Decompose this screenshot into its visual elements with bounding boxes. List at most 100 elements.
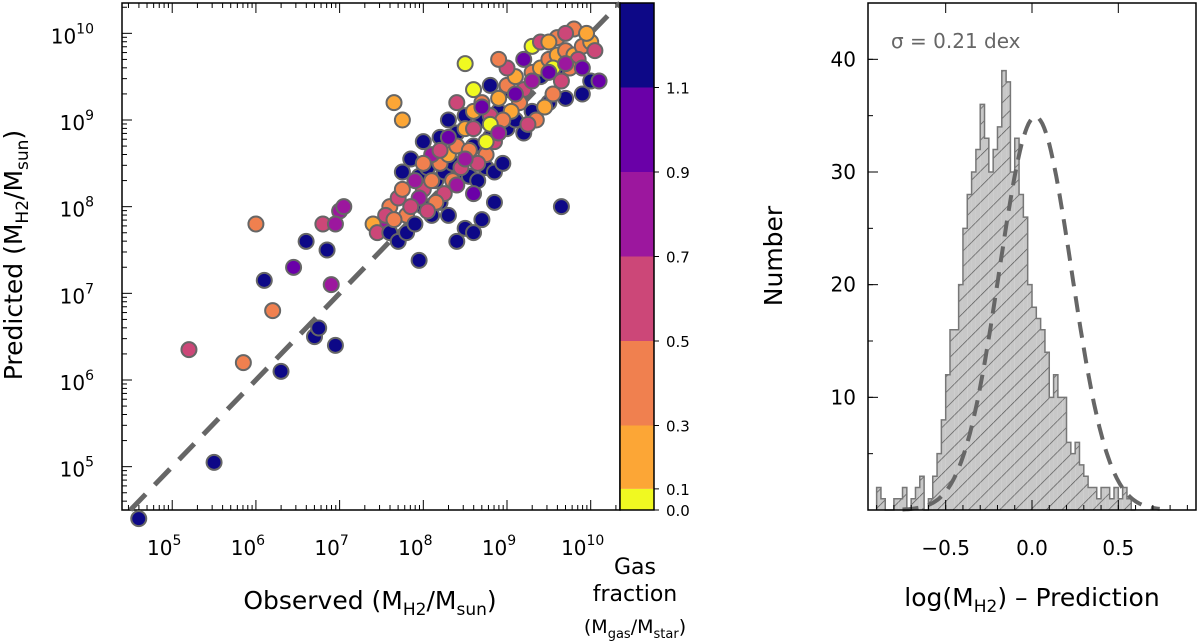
histogram-bar — [1070, 453, 1076, 510]
histogram-bar — [1014, 138, 1020, 510]
histogram-bar — [1083, 476, 1089, 510]
data-point — [297, 232, 315, 250]
data-point — [272, 362, 290, 380]
data-point — [406, 215, 424, 233]
colorbar-band — [620, 256, 654, 341]
hist-y-tick-label: 40 — [831, 47, 856, 71]
data-point — [431, 141, 449, 159]
y-tick-label: 108 — [60, 195, 94, 222]
data-point — [326, 215, 344, 233]
data-point — [573, 85, 591, 103]
data-point — [310, 319, 328, 337]
scatter-x-axis-title: Observed (MH2/Msun) — [243, 586, 496, 620]
histogram-bar — [880, 498, 886, 510]
x-tick-label: 106 — [231, 533, 265, 560]
data-point — [540, 63, 558, 81]
data-point — [573, 59, 591, 77]
histogram-bar — [1053, 374, 1058, 510]
colorbar-band — [620, 341, 654, 426]
histogram-y-axis-title: Number — [759, 205, 788, 306]
histogram-bar — [937, 453, 942, 510]
histogram-x-axis-title: log(MH2) – Prediction — [904, 583, 1159, 617]
data-point — [247, 215, 265, 233]
hist-x-tick-label: 0.5 — [1102, 536, 1134, 560]
histogram-bar — [958, 284, 963, 510]
data-point — [456, 150, 474, 168]
data-point — [552, 72, 570, 90]
data-point — [205, 453, 223, 471]
y-tick-labels: 105 106 107 108 109 1010 — [51, 21, 94, 481]
data-point — [557, 55, 575, 73]
data-point — [494, 154, 512, 172]
y-tick-label: 1010 — [51, 21, 94, 48]
histogram-bar — [945, 374, 950, 510]
histogram-outline — [875, 69, 1136, 511]
y-tick-label: 107 — [60, 281, 94, 308]
data-point — [335, 198, 353, 216]
data-point — [439, 128, 457, 146]
y-tick-label: 109 — [60, 108, 94, 135]
data-point — [590, 72, 608, 90]
histogram-bar — [1044, 352, 1050, 510]
data-point — [490, 124, 508, 142]
colorbar-title-line2: fraction — [593, 582, 678, 607]
data-point — [414, 154, 432, 172]
x-tick-label: 1010 — [561, 533, 604, 560]
data-point — [448, 232, 466, 250]
histogram-bar — [1019, 194, 1024, 511]
hist-y-tick-label: 20 — [831, 273, 856, 297]
histogram-bar — [1075, 442, 1080, 510]
gaussian-fit-curve — [902, 114, 1160, 512]
colorbar-title-line3: (Mgas/Mstar) — [584, 616, 686, 642]
histogram-bar — [1066, 442, 1071, 510]
data-point — [506, 85, 524, 103]
histogram-bar — [1109, 498, 1114, 510]
histogram-bar — [941, 419, 946, 510]
data-point — [385, 94, 403, 112]
data-point — [423, 172, 441, 190]
histogram-bar — [1114, 487, 1119, 510]
data-point — [448, 94, 466, 112]
data-point — [552, 198, 570, 216]
histogram-bar — [911, 498, 916, 510]
data-point — [465, 120, 483, 138]
data-point — [481, 76, 499, 94]
scatter-ticks — [122, 3, 617, 510]
x-tick-label: 108 — [398, 533, 432, 560]
histogram-bar — [1079, 464, 1084, 510]
histogram-x-tick-labels: −0.5 0.0 0.5 — [921, 536, 1134, 560]
data-point — [439, 111, 457, 129]
colorbar-tick-label: 0.1 — [666, 481, 690, 499]
histogram-bar — [1126, 498, 1132, 510]
data-point — [385, 211, 403, 229]
data-point — [540, 33, 558, 51]
data-point — [439, 206, 457, 224]
colorbar-band — [620, 172, 654, 257]
data-point — [255, 271, 273, 289]
colorbar-band — [620, 425, 654, 489]
y-tick-label: 106 — [60, 368, 94, 395]
data-point — [318, 241, 336, 259]
histogram-bar — [984, 138, 989, 510]
colorbar-tick-labels: 0.0 0.1 0.3 0.5 0.7 0.9 1.1 — [654, 80, 690, 520]
histogram-bar — [932, 476, 938, 510]
histogram-bar — [962, 228, 968, 511]
scatter-points — [130, 20, 608, 528]
histogram-bar — [1092, 487, 1097, 510]
histogram-bar — [915, 487, 920, 510]
data-point — [523, 72, 541, 90]
histogram-bar — [1062, 397, 1067, 510]
data-point — [448, 176, 466, 194]
histogram-bar — [950, 329, 955, 510]
histogram-bar — [954, 329, 959, 510]
scatter-panel: 105 106 107 108 109 1010 1051061071081091010 … — [0, 1, 622, 620]
x-tick-label: 109 — [482, 533, 516, 560]
data-point — [456, 55, 474, 73]
data-point — [406, 172, 424, 190]
histogram-bar — [1118, 498, 1123, 510]
data-point — [544, 85, 562, 103]
histogram-ticks — [868, 2, 1188, 510]
data-point — [393, 111, 411, 129]
y-tick-label: 105 — [60, 455, 94, 482]
hist-y-tick-label: 10 — [831, 385, 856, 409]
